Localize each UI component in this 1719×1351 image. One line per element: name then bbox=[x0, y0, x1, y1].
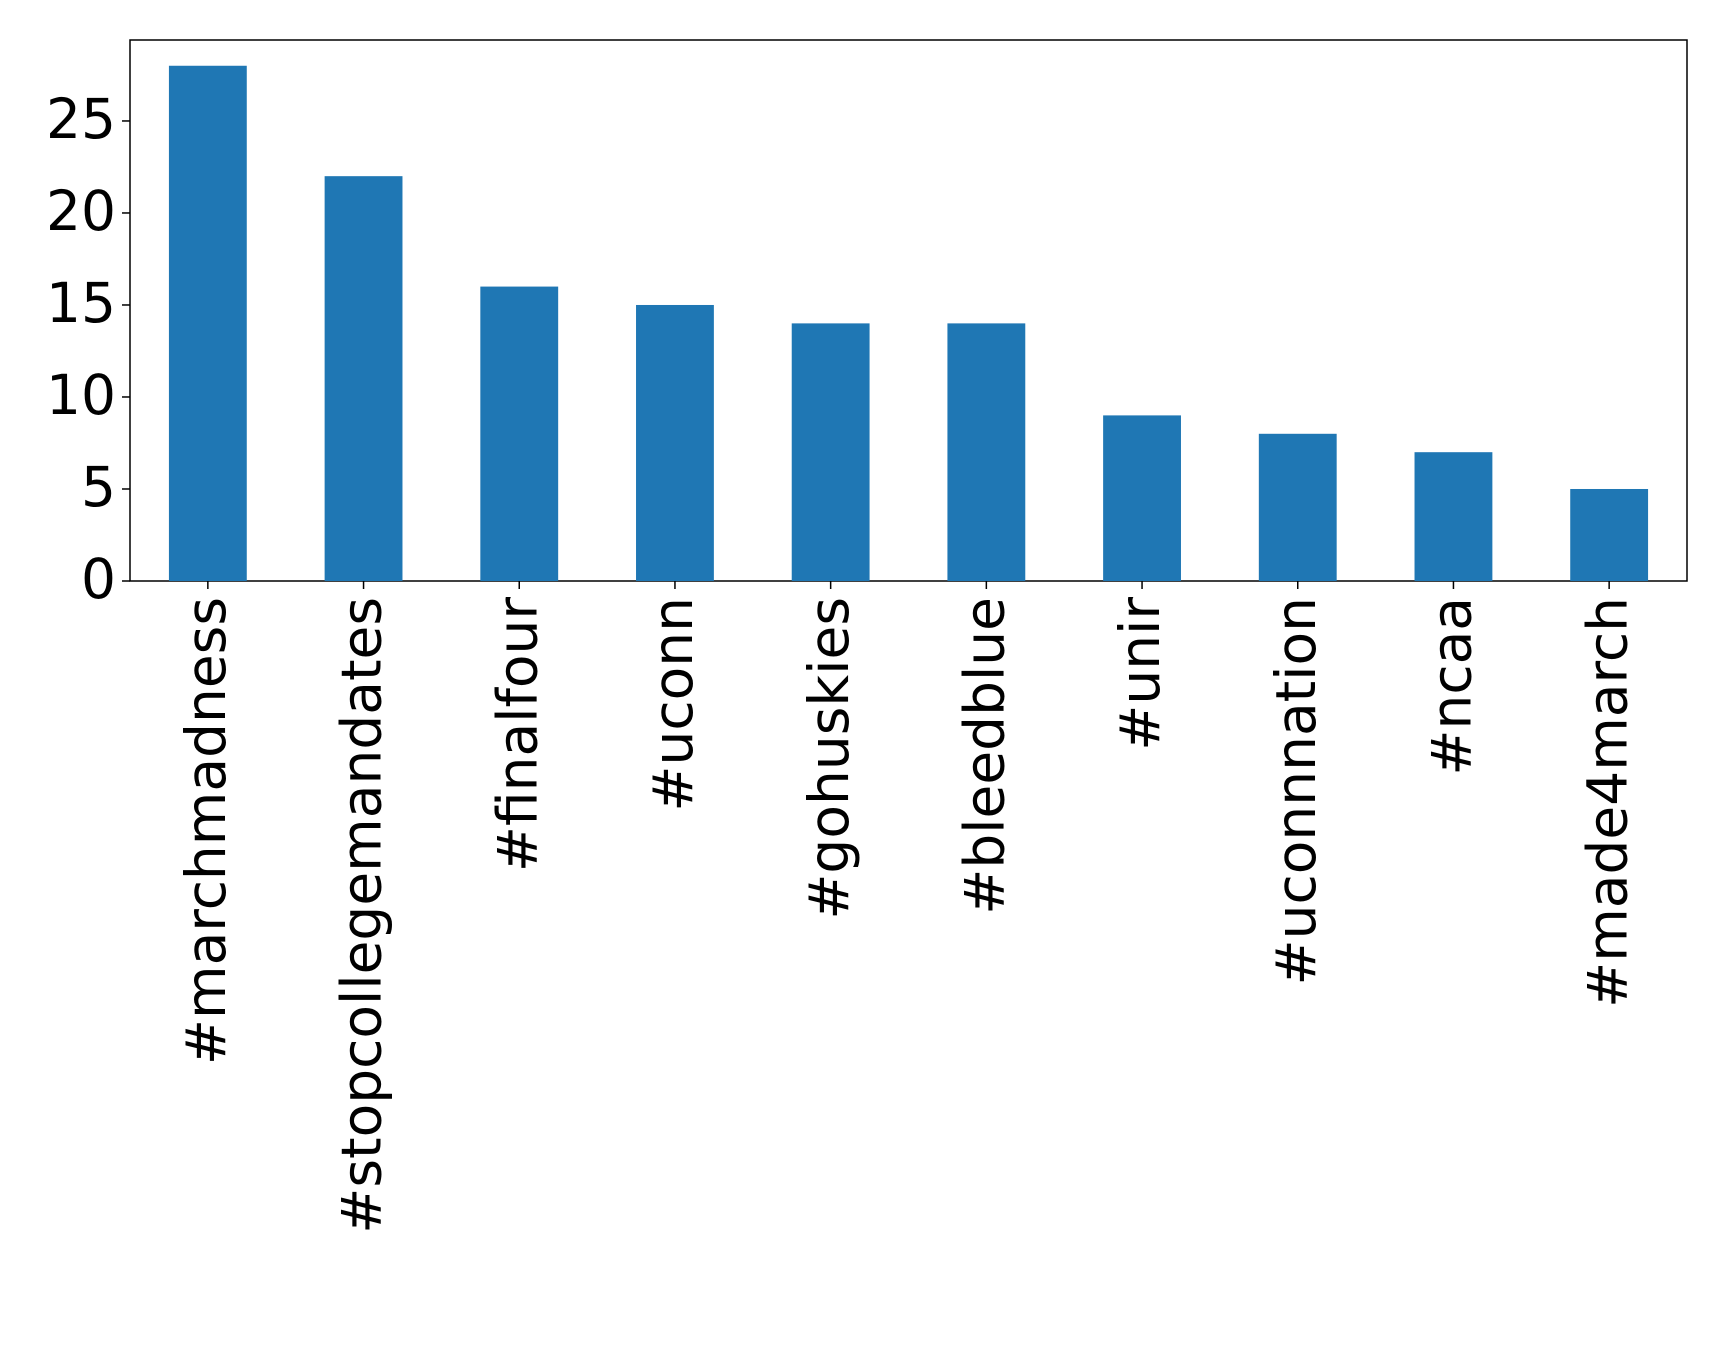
bar bbox=[324, 176, 403, 581]
x-tick-label: #made4march bbox=[1575, 597, 1639, 1008]
bar bbox=[1570, 488, 1649, 581]
x-tick-label: #marchmadness bbox=[174, 597, 238, 1065]
bar bbox=[1103, 415, 1181, 581]
bar bbox=[791, 323, 870, 581]
x-tick-label: #ncaa bbox=[1420, 597, 1484, 776]
bar bbox=[480, 286, 559, 581]
x-tick-label: #uconnnation bbox=[1264, 597, 1328, 985]
x-tick-label: #finalfour bbox=[485, 597, 549, 872]
y-tick-label: 20 bbox=[46, 179, 116, 243]
x-tick-label: #uconn bbox=[641, 597, 705, 812]
y-tick-label: 10 bbox=[46, 363, 116, 427]
bar bbox=[947, 323, 1026, 581]
y-tick-label: 25 bbox=[46, 87, 116, 151]
bar bbox=[1258, 433, 1337, 581]
x-tick-label: #unir bbox=[1108, 597, 1172, 751]
plot-frame bbox=[129, 39, 1688, 582]
y-tick-label: 15 bbox=[46, 271, 116, 335]
bar bbox=[168, 65, 247, 581]
x-tick-label: #bleedblue bbox=[952, 597, 1016, 915]
y-tick-label: 0 bbox=[81, 547, 116, 611]
y-tick-label: 5 bbox=[81, 455, 116, 519]
bar bbox=[1414, 452, 1493, 581]
x-tick-label: #stopcollegemandates bbox=[330, 597, 394, 1234]
bar bbox=[636, 304, 714, 581]
x-tick-label: #gohuskies bbox=[797, 597, 861, 920]
